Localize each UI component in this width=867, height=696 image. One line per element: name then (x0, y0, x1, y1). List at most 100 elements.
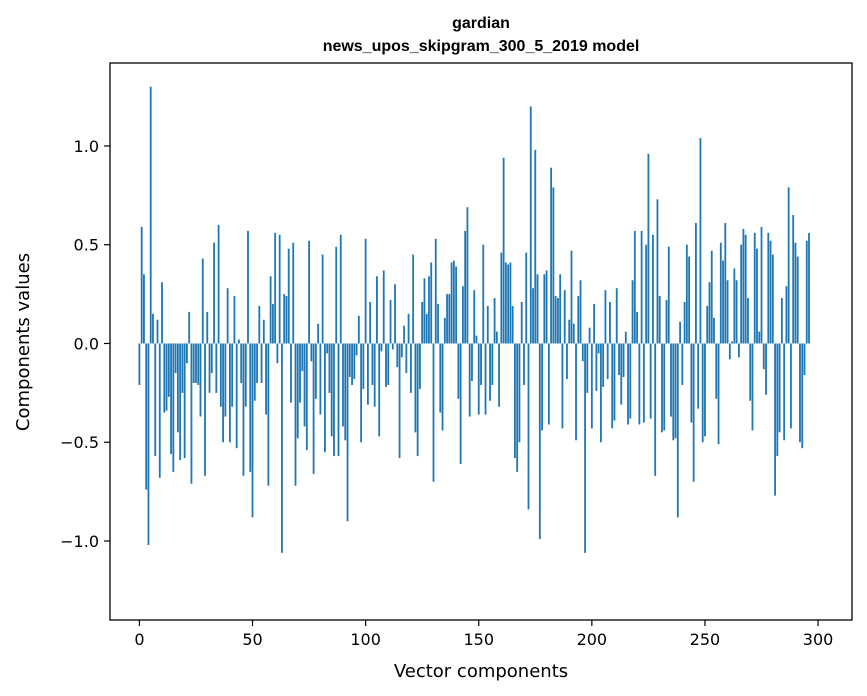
bar-234 (667, 246, 670, 344)
bar-72 (301, 343, 304, 372)
bar-250 (704, 343, 706, 437)
bar-271 (751, 343, 754, 431)
bar-80 (319, 343, 322, 415)
bar-189 (566, 343, 568, 380)
bar-174 (532, 288, 534, 344)
bar-232 (663, 343, 666, 431)
bar-294 (803, 343, 806, 376)
bar-197 (584, 343, 586, 553)
y-axis-ticks: −1.0 −0.5 0.0 0.5 1.0 (60, 137, 110, 551)
y-tick-label: 0.0 (74, 334, 99, 353)
bar-71 (299, 343, 301, 403)
bar-115 (398, 343, 401, 459)
bar-152 (482, 244, 485, 344)
bar-30 (206, 311, 209, 344)
bar-193 (575, 343, 577, 441)
bar-50 (251, 343, 254, 518)
bar-6 (152, 313, 154, 344)
bar-253 (710, 250, 713, 344)
bar-187 (561, 343, 564, 429)
bar-155 (489, 343, 491, 401)
bar-86 (333, 343, 335, 457)
bar-84 (328, 343, 331, 393)
bar-151 (480, 343, 482, 385)
bar-20 (183, 343, 186, 459)
bar-5 (149, 86, 152, 344)
bar-111 (389, 300, 392, 344)
bar-225 (647, 153, 650, 344)
bar-285 (783, 343, 786, 441)
bar-62 (278, 234, 281, 344)
bar-286 (785, 286, 788, 344)
bar-252 (708, 282, 711, 344)
bar-38 (224, 343, 227, 417)
bar-272 (753, 232, 756, 344)
bar-254 (713, 317, 715, 344)
bar-239 (679, 321, 681, 344)
bar-102 (369, 302, 372, 344)
bar-37 (222, 343, 225, 443)
bar-198 (586, 343, 589, 393)
bar-142 (459, 343, 462, 464)
bar-112 (391, 343, 394, 350)
bar-202 (595, 343, 598, 391)
bar-89 (339, 234, 342, 344)
bar-10 (161, 282, 163, 344)
bar-237 (674, 343, 677, 439)
bar-244 (690, 343, 693, 423)
bar-231 (661, 343, 663, 433)
bar-56 (265, 343, 267, 415)
bar-60 (274, 232, 277, 344)
bar-121 (412, 254, 415, 344)
bar-107 (380, 343, 383, 352)
y-tick-label: −1.0 (60, 532, 99, 551)
bar-32 (210, 343, 213, 374)
chart-subtitle: news_upos_skipgram_300_5_2019 model (323, 38, 640, 55)
bar-110 (387, 343, 390, 385)
bar-16 (174, 343, 177, 374)
bar-182 (550, 167, 553, 344)
bar-17 (176, 343, 179, 433)
bar-42 (233, 296, 236, 344)
bar-67 (290, 343, 292, 403)
bar-291 (796, 256, 799, 344)
bar-69 (294, 343, 297, 486)
bar-22 (188, 311, 191, 344)
bar-79 (317, 323, 320, 344)
bar-268 (744, 234, 747, 344)
bar-224 (645, 244, 648, 344)
bar-103 (371, 343, 374, 385)
bar-132 (437, 303, 439, 344)
bar-105 (376, 276, 378, 344)
bar-101 (366, 343, 369, 405)
bar-183 (552, 187, 555, 344)
bar-52 (256, 343, 258, 383)
bar-264 (735, 280, 738, 344)
bar-170 (523, 343, 525, 385)
bar-263 (733, 268, 736, 344)
bar-290 (794, 242, 797, 344)
bar-114 (396, 343, 399, 368)
bar-213 (620, 343, 623, 405)
bar-258 (722, 260, 724, 344)
bar-190 (568, 319, 571, 344)
bar-9 (158, 343, 161, 478)
bar-186 (559, 274, 562, 344)
bar-257 (719, 242, 722, 344)
bar-7 (154, 343, 157, 457)
bar-85 (330, 343, 333, 437)
bar-29 (204, 343, 206, 476)
bar-191 (570, 250, 573, 344)
bar-261 (728, 343, 731, 360)
bar-143 (462, 286, 464, 344)
bar-281 (774, 343, 776, 496)
bar-125 (421, 302, 424, 344)
bar-92 (346, 343, 349, 522)
bar-267 (742, 228, 745, 344)
bar-73 (303, 343, 306, 427)
bar-251 (706, 305, 709, 344)
bar-242 (685, 244, 688, 344)
bar-137 (448, 294, 451, 344)
bar-123 (416, 343, 419, 457)
x-axis-label: Vector components (394, 661, 568, 682)
